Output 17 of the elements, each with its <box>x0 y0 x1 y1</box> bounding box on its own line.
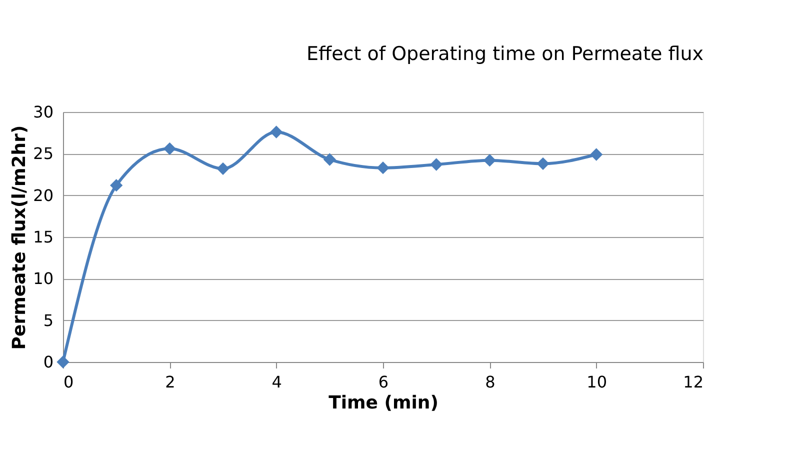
x-tick-label: 4 <box>272 372 282 392</box>
x-tick-label: 2 <box>165 372 176 392</box>
chart-title: Effect of Operating time on Permeate flux <box>306 43 704 65</box>
x-tick-label: 12 <box>683 372 704 392</box>
y-tick-label: 20 <box>33 186 54 205</box>
y-axis-title: Permeate flux(l/m2hr) <box>9 125 30 350</box>
x-tick-label: 0 <box>64 372 74 392</box>
y-tick-label: 5 <box>43 310 54 330</box>
y-tick-label: 10 <box>33 269 54 288</box>
x-tick-label: 10 <box>586 372 608 392</box>
y-tick-label: 15 <box>33 228 54 246</box>
y-tick-label: 25 <box>33 144 54 164</box>
y-tick-label: 0 <box>43 352 54 372</box>
x-axis-title: Time (min) <box>328 392 438 414</box>
x-tick-label: 6 <box>378 372 389 392</box>
x-tick-label: 8 <box>485 372 496 392</box>
y-tick-label: 30 <box>33 102 54 122</box>
